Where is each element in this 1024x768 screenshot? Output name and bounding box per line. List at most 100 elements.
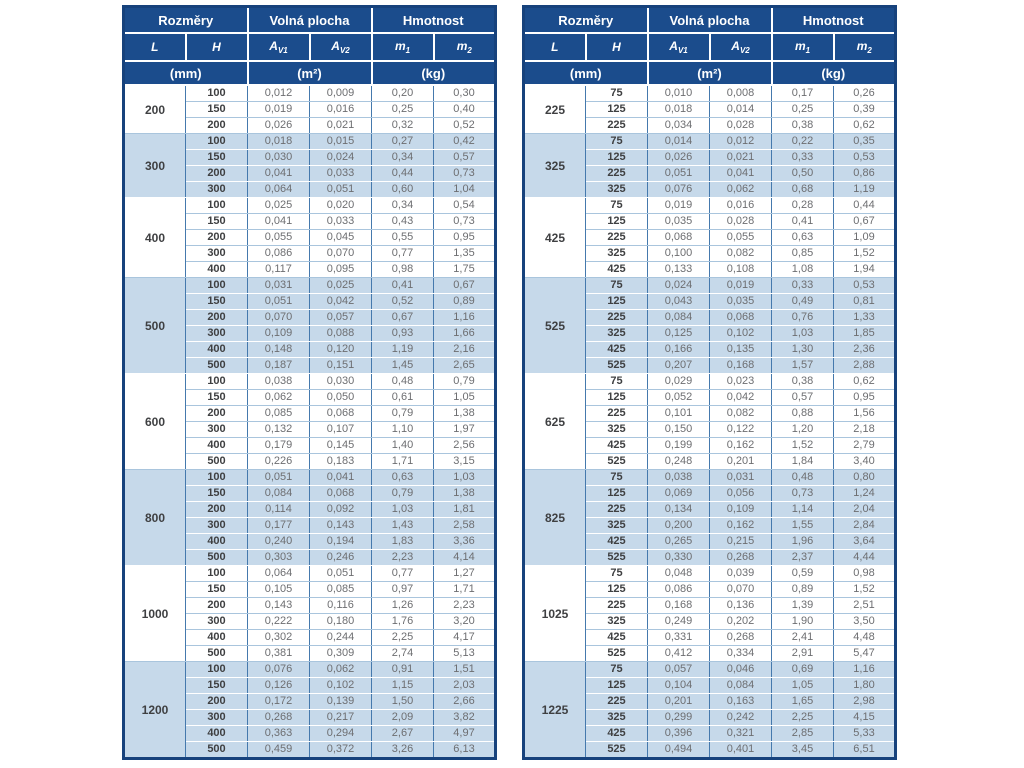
area-av2-value: 0,116 — [309, 597, 372, 614]
mass-m1-value: 0,77 — [371, 245, 434, 262]
area-av2-value: 0,012 — [709, 133, 772, 150]
dimension-h-value: 500 — [185, 453, 248, 470]
area-av2-value: 0,082 — [709, 405, 772, 422]
table-row: 200 0,085 0,068 0,79 1,38 — [124, 405, 496, 422]
mass-m1-value: 0,38 — [771, 117, 834, 134]
table-row: 325 0,200 0,162 1,55 2,84 — [524, 517, 896, 534]
area-av2-value: 0,051 — [309, 181, 372, 198]
mass-m1-value: 0,60 — [371, 181, 434, 198]
mass-m2-value: 0,73 — [433, 165, 496, 182]
area-av1-value: 0,459 — [247, 741, 310, 759]
dimension-h-value: 425 — [585, 261, 648, 278]
area-av2-value: 0,008 — [709, 84, 772, 102]
dimension-h-value: 100 — [185, 565, 248, 582]
area-av1-value: 0,012 — [247, 84, 310, 102]
mass-m1-value: 2,23 — [371, 549, 434, 566]
area-av1-value: 0,062 — [247, 389, 310, 406]
area-av1-value: 0,051 — [247, 469, 310, 486]
area-av2-value: 0,102 — [309, 677, 372, 694]
dimension-h-value: 75 — [585, 133, 648, 150]
mass-m2-value: 5,33 — [833, 725, 896, 742]
area-av1-value: 0,030 — [247, 149, 310, 166]
col-header-l: L — [522, 32, 587, 62]
mass-m1-value: 1,08 — [771, 261, 834, 278]
mass-m1-value: 0,22 — [771, 133, 834, 150]
table-row: 600 100 0,038 0,030 0,48 0,79 — [123, 373, 496, 470]
mass-m1-value: 0,76 — [771, 309, 834, 326]
mass-m2-value: 6,51 — [833, 741, 896, 759]
mass-m1-value: 1,03 — [771, 325, 834, 342]
area-av1-value: 0,052 — [647, 389, 710, 406]
table-row: 200 100 0,012 0,009 0,20 0,30 — [123, 84, 496, 134]
mass-m1-value: 1,43 — [371, 517, 434, 534]
mass-m1-value: 0,34 — [371, 149, 434, 166]
area-av1-value: 0,240 — [247, 533, 310, 550]
mass-m2-value: 1,94 — [833, 261, 896, 278]
mass-m2-value: 1,33 — [833, 309, 896, 326]
area-av2-value: 0,242 — [709, 709, 772, 726]
mass-m1-value: 1,84 — [771, 453, 834, 470]
area-av1-value: 0,010 — [647, 84, 710, 102]
mass-m1-value: 1,19 — [371, 341, 434, 358]
mass-m1-value: 0,49 — [771, 293, 834, 310]
mass-m1-value: 0,69 — [771, 661, 834, 678]
table-row: 225 0,168 0,136 1,39 2,51 — [524, 597, 896, 614]
mass-m2-value: 1,75 — [433, 261, 496, 278]
area-av1-value: 0,086 — [647, 581, 710, 598]
area-av2-value: 0,334 — [709, 645, 772, 662]
mass-m1-value: 1,57 — [771, 357, 834, 374]
area-av1-value: 0,201 — [647, 693, 710, 710]
area-av1-value: 0,114 — [247, 501, 310, 518]
mass-m2-value: 0,67 — [433, 277, 496, 294]
mass-m1-value: 0,55 — [371, 229, 434, 246]
area-av1-value: 0,068 — [647, 229, 710, 246]
dimension-h-value: 300 — [185, 181, 248, 198]
dimension-h-value: 525 — [585, 549, 648, 566]
mass-m1-value: 1,05 — [771, 677, 834, 694]
table-row: 625 75 0,029 0,023 0,38 0,62 — [523, 373, 896, 470]
area-av1-value: 0,207 — [647, 357, 710, 374]
dimension-h-value: 75 — [585, 565, 648, 582]
area-av1-value: 0,043 — [647, 293, 710, 310]
area-av2-value: 0,042 — [709, 389, 772, 406]
dimension-h-value: 300 — [185, 245, 248, 262]
dimension-h-value: 225 — [585, 165, 648, 182]
mass-m1-value: 2,41 — [771, 629, 834, 646]
dimension-l-value: 300 — [123, 133, 186, 198]
mass-m2-value: 0,95 — [833, 389, 896, 406]
mass-m2-value: 1,35 — [433, 245, 496, 262]
spec-table-right: Rozměry Volná plocha Hmotnost L H AV1 AV… — [522, 5, 897, 760]
mass-m2-value: 2,65 — [433, 357, 496, 374]
table-row: 400 0,302 0,244 2,25 4,17 — [124, 629, 496, 646]
table-row: 425 0,331 0,268 2,41 4,48 — [524, 629, 896, 646]
mass-m1-value: 0,44 — [371, 165, 434, 182]
mass-m1-value: 0,48 — [771, 469, 834, 486]
col-header-av2: AV2 — [308, 32, 373, 62]
dimension-h-value: 225 — [585, 229, 648, 246]
table-row: 500 0,459 0,372 3,26 6,13 — [124, 741, 496, 759]
mass-m1-value: 0,73 — [771, 485, 834, 502]
dimension-l-value: 600 — [123, 373, 186, 470]
area-av2-value: 0,057 — [309, 309, 372, 326]
area-av1-value: 0,226 — [247, 453, 310, 470]
mass-m1-value: 0,67 — [371, 309, 434, 326]
dimension-h-value: 400 — [185, 341, 248, 358]
unit-mm: (mm) — [122, 60, 249, 86]
mass-m1-value: 0,98 — [371, 261, 434, 278]
mass-m2-value: 1,03 — [433, 469, 496, 486]
table-row: 150 0,105 0,085 0,97 1,71 — [124, 581, 496, 598]
mass-m2-value: 1,56 — [833, 405, 896, 422]
area-av2-value: 0,163 — [709, 693, 772, 710]
mass-m1-value: 1,26 — [371, 597, 434, 614]
table-row: 500 0,381 0,309 2,74 5,13 — [124, 645, 496, 662]
mass-m1-value: 0,27 — [371, 133, 434, 150]
area-av2-value: 0,268 — [709, 629, 772, 646]
dimension-h-value: 75 — [585, 469, 648, 486]
mass-m1-value: 1,71 — [371, 453, 434, 470]
area-av2-value: 0,020 — [309, 197, 372, 214]
table-row: 125 0,052 0,042 0,57 0,95 — [524, 389, 896, 406]
mass-m1-value: 0,33 — [771, 149, 834, 166]
mass-m2-value: 1,71 — [433, 581, 496, 598]
mass-m2-value: 5,47 — [833, 645, 896, 662]
area-av2-value: 0,109 — [709, 501, 772, 518]
